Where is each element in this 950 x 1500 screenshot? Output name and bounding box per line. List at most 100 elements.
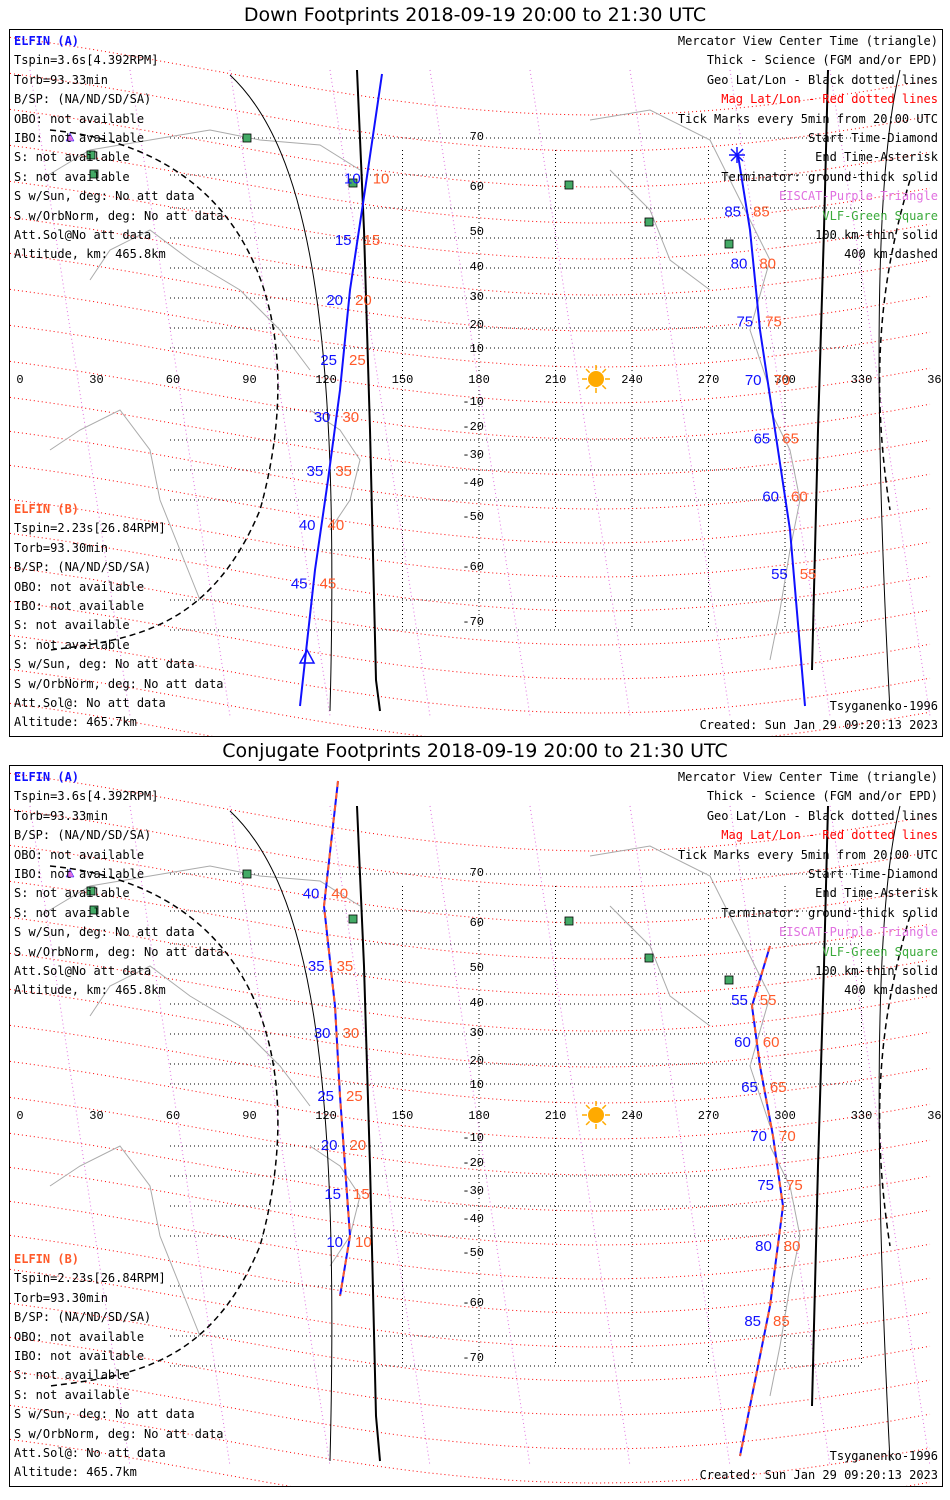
lat-label: 10 bbox=[470, 1078, 484, 1092]
lat-label: -20 bbox=[462, 420, 484, 434]
mag-lon-gridline bbox=[429, 69, 531, 717]
mag-lat-gridline bbox=[10, 1268, 931, 1348]
elfin-b-tick-label: 80 bbox=[784, 1238, 801, 1255]
lat-label: -40 bbox=[462, 1212, 484, 1226]
vlf-station-square bbox=[89, 169, 99, 179]
lon-label: 240 bbox=[621, 1109, 643, 1123]
elfin-a-tick-label: 10 bbox=[344, 170, 361, 187]
legend-entry: Tick Marks every 5min from 20:00 UTC bbox=[677, 111, 938, 126]
lat-label: -10 bbox=[462, 1131, 484, 1145]
mag-lat-gridline bbox=[10, 808, 931, 888]
legend-entry: Mag Lat/Lon - Red dotted lines bbox=[721, 92, 938, 107]
elfin-b-line: Torb=93.30min bbox=[14, 1290, 108, 1305]
legend-entry: 400 km-dashed bbox=[844, 983, 938, 998]
sun-icon bbox=[588, 1107, 604, 1123]
elfin-a-line: S: not available bbox=[14, 905, 130, 920]
mag-lat-gridline bbox=[10, 72, 931, 152]
map-legend: Mercator View Center Time (triangle) Thic… bbox=[678, 768, 938, 1001]
elfin-a-line: IBO: not available bbox=[14, 131, 145, 146]
created-label: Created: Sun Jan 29 09:20:13 2023 bbox=[699, 718, 938, 732]
coastline bbox=[589, 845, 771, 1127]
lat-label: 30 bbox=[470, 1026, 484, 1040]
legend-entry: EISCAT-Purple Triangle bbox=[779, 925, 938, 940]
legend-entry: 400 km-dashed bbox=[844, 247, 938, 262]
mag-lat-gridline bbox=[10, 1404, 931, 1484]
mag-lat-gridline bbox=[10, 216, 931, 296]
mag-lon-gridline bbox=[129, 805, 231, 1467]
elfin-a-tick-label: 20 bbox=[321, 1137, 338, 1154]
mag-lat-gridline bbox=[10, 988, 931, 1068]
elfin-a-line: IBO: not available bbox=[14, 867, 145, 882]
legend-entry: Thick - Science (FGM and/or EPD) bbox=[706, 789, 938, 804]
coastline bbox=[39, 129, 361, 181]
elfin-a-line: Tspin=3.6s[4.392RPM] bbox=[14, 53, 159, 68]
lon-label: 330 bbox=[851, 373, 873, 387]
vlf-station-square bbox=[89, 905, 99, 915]
mag-lon-gridline bbox=[429, 805, 531, 1467]
vlf-station-square bbox=[564, 180, 574, 190]
elfin-a-label: ELFIN (A) bbox=[14, 34, 80, 48]
elfin-b-info: ELFIN (B) Tspin=2.23s[26.84RPM] Torb=93.3… bbox=[14, 1250, 224, 1483]
sun-ray bbox=[601, 1120, 607, 1126]
elfin-b-line: S w/Sun, deg: No att data bbox=[14, 657, 195, 672]
legend-entry: 100 km-thin solid bbox=[815, 228, 938, 243]
lon-label: 150 bbox=[392, 1109, 414, 1123]
elfin-b-line: B/SP: (NA/ND/SD/SA) bbox=[14, 1310, 152, 1325]
lat-label: 20 bbox=[470, 1054, 484, 1068]
mag-lon-gridline bbox=[329, 805, 431, 1467]
elfin-a-line: Tspin=3.6s[4.392RPM] bbox=[14, 789, 159, 804]
legend-entry: VLF-Green Square bbox=[822, 208, 938, 223]
mag-lat-gridline bbox=[10, 396, 931, 476]
elfin-b-tick-label: 10 bbox=[355, 1234, 372, 1251]
sun-ray bbox=[585, 384, 591, 390]
center-time-triangle-icon bbox=[298, 648, 316, 664]
elfin-b-track bbox=[739, 945, 785, 1457]
legend-entry: Geo Lat/Lon - Black dotted lines bbox=[706, 72, 938, 87]
elfin-a-tick-label: 35 bbox=[308, 958, 325, 975]
elfin-a-label: ELFIN (A) bbox=[14, 770, 80, 784]
panel-title-down: Down Footprints 2018-09-19 20:00 to 21:3… bbox=[243, 4, 707, 26]
elfin-a-line: OBO: not available bbox=[14, 847, 145, 862]
mag-lat-gridline bbox=[10, 880, 931, 960]
legend-entry: 100 km-thin solid bbox=[815, 964, 938, 979]
mag-lat-gridline bbox=[10, 952, 931, 1032]
vlf-station-square bbox=[564, 916, 574, 926]
lat-label: -30 bbox=[462, 1184, 484, 1198]
lat-label: -50 bbox=[462, 1246, 484, 1260]
elfin-a-tick-label: 15 bbox=[335, 232, 352, 249]
elfin-b-line: Torb=93.30min bbox=[14, 540, 108, 555]
elfin-b-tick-label: 55 bbox=[760, 992, 777, 1009]
coastline bbox=[769, 409, 801, 661]
mag-lon-gridline bbox=[329, 69, 431, 717]
elfin-b-line: Att.Sol@: No att data bbox=[14, 1446, 166, 1461]
elfin-a-tick-label: 10 bbox=[326, 1234, 343, 1251]
elfin-a-line: Torb=93.33min bbox=[14, 72, 108, 87]
lat-label: -50 bbox=[462, 510, 484, 524]
lon-label: 60 bbox=[166, 1109, 180, 1123]
mag-lat-gridline bbox=[10, 252, 931, 332]
lat-label: 50 bbox=[470, 961, 484, 975]
elfin-b-line: IBO: not available bbox=[14, 1349, 145, 1364]
vlf-station-square bbox=[724, 239, 734, 249]
lon-label: 270 bbox=[698, 373, 720, 387]
mag-lat-gridline bbox=[10, 180, 931, 260]
mag-lat-gridline bbox=[10, 1336, 931, 1416]
elfin-b-tick-label: 75 bbox=[765, 314, 782, 331]
lon-label: 330 bbox=[851, 1109, 873, 1123]
elfin-b-line: S: not available bbox=[14, 637, 130, 652]
map-panel-down: 0 30 60 90 120 150 180 210 240 270 300 330 360 70 60 50… bbox=[9, 29, 943, 737]
lat-label: 40 bbox=[470, 996, 484, 1010]
sun-ray bbox=[585, 1120, 591, 1126]
mag-lat-gridline bbox=[10, 1302, 931, 1382]
footprint-100km-line bbox=[878, 805, 901, 1462]
legend-entry: Start Time-Diamond bbox=[807, 867, 938, 882]
mag-lat-gridline bbox=[10, 1132, 931, 1212]
elfin-b-lines: Tspin=2.23s[26.84RPM] Torb=93.30min B/SP: … bbox=[14, 519, 224, 732]
coastline bbox=[589, 109, 771, 391]
elfin-b-line: S w/Sun, deg: No att data bbox=[14, 1407, 195, 1422]
terminator-line bbox=[356, 805, 381, 1462]
elfin-b-label: ELFIN (B) bbox=[14, 1252, 80, 1266]
mag-lat-gridline bbox=[10, 464, 931, 544]
elfin-b-tick-label: 15 bbox=[364, 232, 381, 249]
lon-label: 30 bbox=[89, 373, 103, 387]
